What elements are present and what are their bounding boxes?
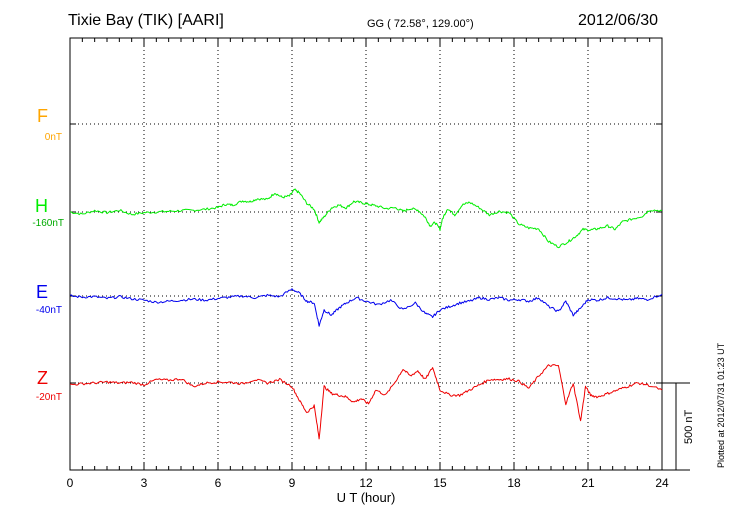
e-component-label: E (35, 282, 48, 302)
x-tick-label: 3 (141, 476, 148, 490)
x-tick-label: 12 (359, 476, 373, 490)
x-axis: 0 3 6 9 12 15 18 21 24 (67, 38, 669, 490)
z-offset-label: -20nT (35, 392, 62, 403)
series-line-z (69, 364, 663, 440)
x-axis-title: U T (hour) (337, 490, 396, 505)
x-tick-label: 0 (67, 476, 74, 490)
x-tick-label: 6 (215, 476, 222, 490)
h-offset-label: -160nT (32, 218, 64, 229)
date-label: 2012/06/30 (578, 12, 659, 29)
h-component-label: H (35, 196, 48, 216)
f-offset-label: 0nT (44, 132, 62, 143)
series-group (69, 188, 663, 440)
coordinates-label: GG ( 72.58°, 129.00°) (367, 18, 474, 30)
x-tick-label: 9 (289, 476, 296, 490)
x-tick-label: 21 (581, 476, 595, 490)
grid (70, 38, 662, 470)
plotted-timestamp: Plotted at 2012/07/31 01:23 UT (716, 342, 726, 468)
z-component-label: Z (37, 368, 48, 388)
series-line-e (69, 288, 663, 327)
series-line-h (69, 188, 663, 249)
scale-bar: 500 nT (662, 382, 695, 471)
x-tick-label: 24 (655, 476, 669, 490)
f-component-label: F (37, 106, 48, 126)
scale-bar-label: 500 nT (683, 409, 695, 444)
x-tick-label: 18 (507, 476, 521, 490)
e-offset-label: -40nT (35, 305, 62, 316)
x-tick-label: 15 (433, 476, 447, 490)
station-title: Tixie Bay (TIK) [AARI] (68, 12, 224, 29)
